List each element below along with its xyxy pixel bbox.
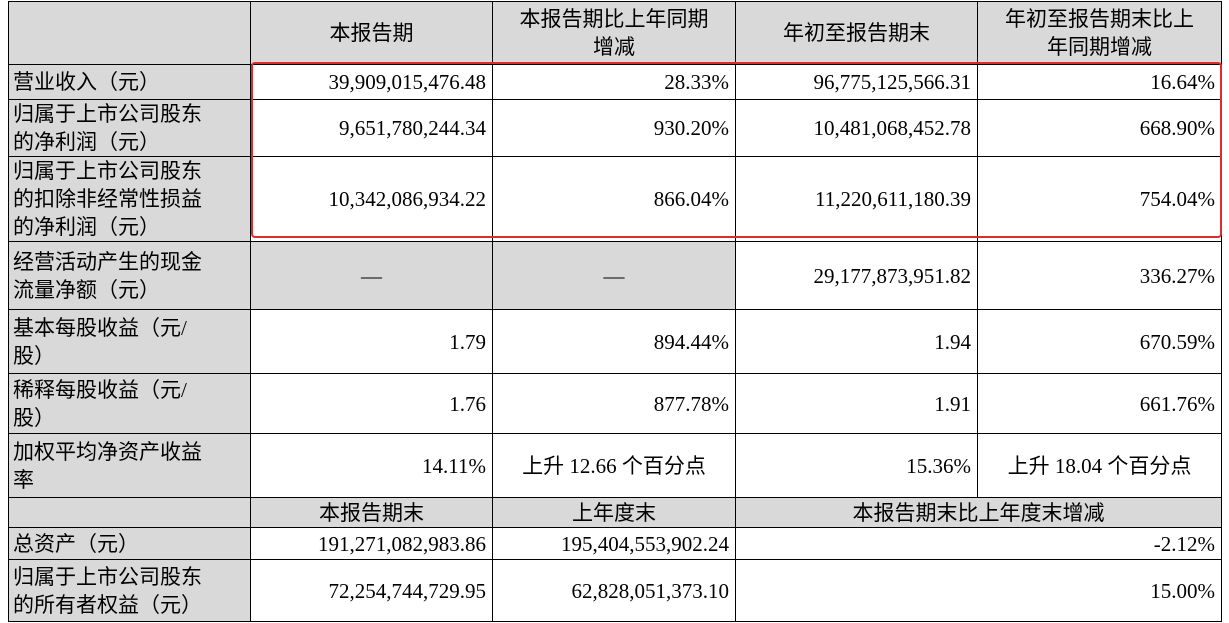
- row-label: 归属于上市公司股东的净利润（元）: [8, 99, 251, 157]
- financial-table: 本报告期 本报告期比上年同期增减 年初至报告期末 年初至报告期末比上年同期增减 营业收入…: [8, 1, 1222, 622]
- row-label: 总资产（元）: [8, 527, 251, 560]
- value-cell: 1.91: [735, 373, 978, 434]
- highlight-box: [251, 62, 1222, 238]
- value-cell: -2.12%: [735, 527, 1222, 560]
- value-cell: 上升 18.04 个百分点: [977, 433, 1222, 498]
- table-row: 加权平均净资产收益率 14.11% 上升 12.66 个百分点 15.36% 上升 18…: [8, 433, 1222, 498]
- value-cell: 72,254,744,729.95: [250, 559, 493, 622]
- value-cell: 16.64%: [977, 64, 1222, 100]
- value-cell: 39,909,015,476.48: [250, 64, 493, 100]
- value-cell: 336.27%: [977, 241, 1222, 310]
- value-cell: —: [250, 241, 493, 310]
- value-cell: 14.11%: [250, 433, 493, 498]
- table-row: 基本每股收益（元/股） 1.79 894.44% 1.94 670.59%: [8, 309, 1222, 374]
- row-label: 营业收入（元）: [8, 64, 251, 100]
- row-label: 归属于上市公司股东的所有者权益（元）: [8, 559, 251, 622]
- column-header: 本报告期末: [250, 497, 493, 528]
- value-cell: 10,342,086,934.22: [250, 156, 493, 242]
- column-header: 本报告期: [250, 1, 493, 65]
- value-cell: 191,271,082,983.86: [250, 527, 493, 560]
- value-cell: 15.36%: [735, 433, 978, 498]
- column-header: 年初至报告期末: [735, 1, 978, 65]
- value-cell: 62,828,051,373.10: [492, 559, 736, 622]
- column-header: 本报告期末比上年度末增减: [735, 497, 1222, 528]
- table-row: 归属于上市公司股东的扣除非经常性损益的净利润（元） 10,342,086,934.…: [8, 156, 1222, 242]
- value-cell: 877.78%: [492, 373, 736, 434]
- table-row: 本报告期 本报告期比上年同期增减 年初至报告期末 年初至报告期末比上年同期增减: [8, 1, 1222, 65]
- value-cell: 1.79: [250, 309, 493, 374]
- value-cell: 754.04%: [977, 156, 1222, 242]
- value-cell: 11,220,611,180.39: [735, 156, 978, 242]
- value-cell: 1.94: [735, 309, 978, 374]
- column-header: 本报告期比上年同期增减: [492, 1, 736, 65]
- value-cell: 670.59%: [977, 309, 1222, 374]
- table-row: 经营活动产生的现金流量净额（元） — —29,177,873,951.82 336.2…: [8, 241, 1222, 310]
- value-cell: 668.90%: [977, 99, 1222, 157]
- corner-cell: [8, 497, 251, 528]
- table-row: 本报告期末 上年度末 本报告期末比上年度末增减: [8, 497, 1222, 528]
- column-header: 上年度末: [492, 497, 736, 528]
- row-label: 加权平均净资产收益率: [8, 433, 251, 498]
- value-cell: 894.44%: [492, 309, 736, 374]
- table-row: 归属于上市公司股东的所有者权益（元） 72,254,744,729.95 62,82…: [8, 559, 1222, 622]
- value-cell: 29,177,873,951.82: [735, 241, 978, 310]
- value-cell: 15.00%: [735, 559, 1222, 622]
- table-row: 营业收入（元） 39,909,015,476.48 28.33% 96,775,125…: [8, 64, 1222, 100]
- row-label: 归属于上市公司股东的扣除非经常性损益的净利润（元）: [8, 156, 251, 242]
- value-cell: —: [492, 241, 736, 310]
- value-cell: 28.33%: [492, 64, 736, 100]
- value-cell: 上升 12.66 个百分点: [492, 433, 736, 498]
- value-cell: 96,775,125,566.31: [735, 64, 978, 100]
- value-cell: 661.76%: [977, 373, 1222, 434]
- row-label: 经营活动产生的现金流量净额（元）: [8, 241, 251, 310]
- corner-cell: [8, 1, 251, 65]
- value-cell: 1.76: [250, 373, 493, 434]
- value-cell: 195,404,553,902.24: [492, 527, 736, 560]
- table-row: 总资产（元） 191,271,082,983.86 195,404,553,902.…: [8, 527, 1222, 560]
- row-label: 稀释每股收益（元/股）: [8, 373, 251, 434]
- table-row: 稀释每股收益（元/股） 1.76 877.78% 1.91 661.76%: [8, 373, 1222, 434]
- row-label: 基本每股收益（元/股）: [8, 309, 251, 374]
- column-header: 年初至报告期末比上年同期增减: [977, 1, 1222, 65]
